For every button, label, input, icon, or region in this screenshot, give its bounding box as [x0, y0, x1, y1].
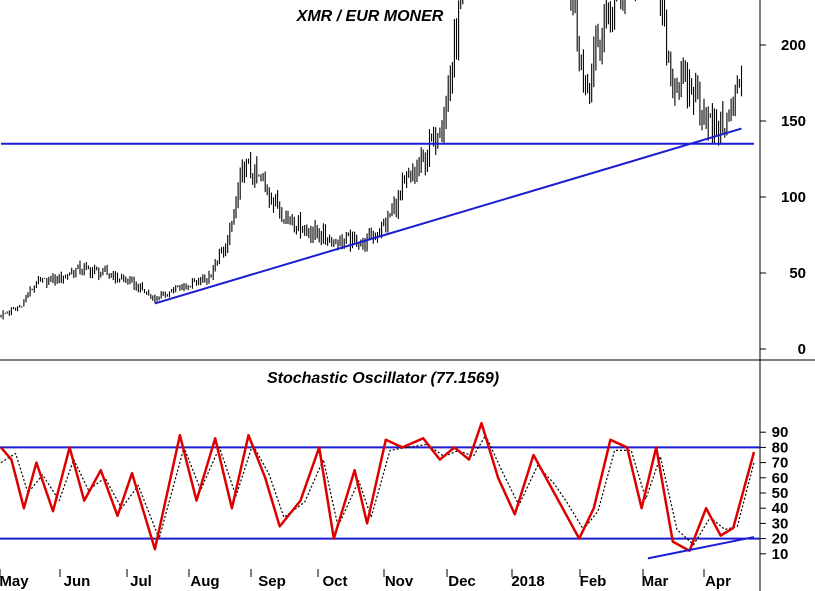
oscillator-title: Stochastic Oscillator (77.1569)	[267, 370, 499, 387]
time-axis-tick-label: May	[0, 573, 29, 590]
price-chart-title: XMR / EUR MONER	[296, 8, 444, 25]
oscillator-axis-tick-label: 30	[772, 515, 789, 532]
oscillator-axis-tick-label: 10	[772, 546, 789, 563]
price-axis-tick-label: 100	[781, 189, 806, 206]
time-axis-tick-label: Aug	[190, 573, 219, 590]
time-axis-tick-label: Dec	[448, 573, 476, 590]
time-axis-tick-label: Sep	[258, 573, 286, 590]
oscillator-axis-tick-label: 60	[772, 470, 789, 487]
stochastic-d-line	[0, 434, 755, 546]
time-axis-tick-label: Feb	[580, 573, 607, 590]
oscillator-axis-tick-label: 40	[772, 500, 789, 517]
price-axis-tick-label: 150	[781, 113, 806, 130]
time-axis-tick-label: Jul	[130, 573, 152, 590]
time-axis-tick-label: Apr	[705, 573, 731, 590]
price-trendline	[154, 127, 742, 305]
stochastic-k-line	[0, 421, 756, 553]
time-axis-tick-label: Nov	[385, 573, 414, 590]
price-axis-tick-label: 200	[781, 37, 806, 54]
time-axis-tick-label: 2018	[511, 573, 544, 590]
price-panel	[0, 0, 754, 320]
oscillator-axis-tick-label: 20	[772, 531, 789, 548]
price-axis-tick-label: 50	[789, 265, 806, 282]
time-axis-tick-label: Jun	[64, 573, 91, 590]
oscillator-axis-tick-label: 90	[772, 424, 789, 441]
oscillator-axis-tick-label: 80	[772, 439, 789, 456]
oscillator-trendline	[647, 536, 755, 560]
time-axis-tick-label: Mar	[642, 573, 669, 590]
oscillator-panel	[0, 421, 760, 560]
oscillator-axis-tick-label: 70	[772, 455, 789, 472]
price-axis-tick-label: 0	[798, 341, 806, 358]
time-axis-tick-label: Oct	[322, 573, 347, 590]
oscillator-axis-tick-label: 50	[772, 485, 789, 502]
